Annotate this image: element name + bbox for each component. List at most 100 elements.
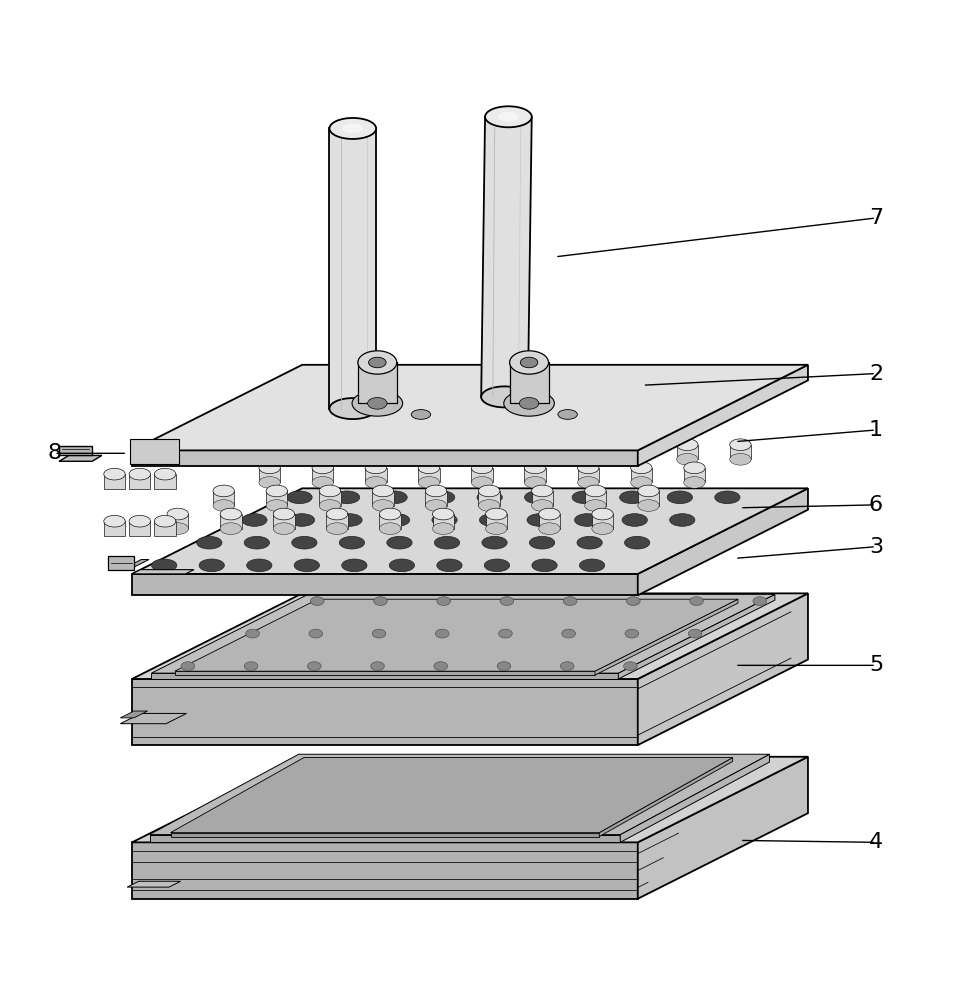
Polygon shape <box>509 362 548 403</box>
Polygon shape <box>130 474 150 489</box>
Polygon shape <box>259 468 281 482</box>
Ellipse shape <box>426 485 447 497</box>
Ellipse shape <box>358 453 380 465</box>
Ellipse shape <box>411 453 432 465</box>
Ellipse shape <box>365 477 387 488</box>
Ellipse shape <box>577 536 602 549</box>
Ellipse shape <box>519 397 539 409</box>
Ellipse shape <box>730 453 751 465</box>
Ellipse shape <box>524 462 545 474</box>
Polygon shape <box>128 881 180 887</box>
Text: 8: 8 <box>47 443 61 463</box>
Ellipse shape <box>623 453 645 465</box>
Ellipse shape <box>213 500 235 511</box>
Ellipse shape <box>242 514 267 526</box>
Polygon shape <box>623 445 645 459</box>
Ellipse shape <box>382 491 407 504</box>
Polygon shape <box>154 521 175 536</box>
Polygon shape <box>132 570 194 574</box>
Ellipse shape <box>520 357 538 368</box>
Ellipse shape <box>326 523 348 534</box>
Polygon shape <box>380 514 401 529</box>
Polygon shape <box>471 468 493 482</box>
Ellipse shape <box>266 500 287 511</box>
Polygon shape <box>132 757 808 842</box>
Ellipse shape <box>432 508 454 520</box>
Ellipse shape <box>465 453 486 465</box>
Polygon shape <box>638 491 659 506</box>
Polygon shape <box>677 445 698 459</box>
Ellipse shape <box>368 357 386 368</box>
Polygon shape <box>104 521 126 536</box>
Text: 2: 2 <box>869 364 883 384</box>
Ellipse shape <box>380 508 401 520</box>
Ellipse shape <box>220 523 242 534</box>
Text: 5: 5 <box>869 655 883 675</box>
Ellipse shape <box>366 397 388 410</box>
Ellipse shape <box>154 468 175 480</box>
Ellipse shape <box>357 351 396 374</box>
Ellipse shape <box>390 559 415 572</box>
Ellipse shape <box>329 398 376 419</box>
Polygon shape <box>517 445 539 459</box>
Polygon shape <box>730 445 751 459</box>
Polygon shape <box>584 491 606 506</box>
Polygon shape <box>154 474 175 489</box>
Ellipse shape <box>244 536 270 549</box>
Ellipse shape <box>667 491 693 504</box>
Ellipse shape <box>626 597 640 605</box>
Polygon shape <box>524 468 545 482</box>
Polygon shape <box>618 594 775 679</box>
Ellipse shape <box>623 662 637 670</box>
Polygon shape <box>132 842 638 899</box>
Ellipse shape <box>387 536 412 549</box>
Ellipse shape <box>342 124 363 133</box>
Ellipse shape <box>358 439 380 451</box>
Ellipse shape <box>274 508 294 520</box>
Polygon shape <box>372 491 393 506</box>
Polygon shape <box>104 474 126 489</box>
Ellipse shape <box>245 629 259 638</box>
Ellipse shape <box>380 523 401 534</box>
Polygon shape <box>411 445 432 459</box>
Ellipse shape <box>689 629 702 638</box>
Ellipse shape <box>365 462 387 474</box>
Text: 7: 7 <box>869 208 883 228</box>
Text: 3: 3 <box>869 537 883 557</box>
Ellipse shape <box>532 485 553 497</box>
Ellipse shape <box>465 439 486 451</box>
Ellipse shape <box>578 477 599 488</box>
Ellipse shape <box>584 485 606 497</box>
Ellipse shape <box>244 662 258 670</box>
Ellipse shape <box>213 485 235 497</box>
Polygon shape <box>478 491 500 506</box>
Ellipse shape <box>418 477 439 488</box>
Polygon shape <box>130 521 150 536</box>
Ellipse shape <box>584 500 606 511</box>
Polygon shape <box>365 468 387 482</box>
Polygon shape <box>358 445 380 459</box>
Ellipse shape <box>104 468 126 480</box>
Ellipse shape <box>367 397 387 409</box>
Ellipse shape <box>266 485 287 497</box>
Ellipse shape <box>436 559 462 572</box>
Polygon shape <box>170 833 599 837</box>
Ellipse shape <box>339 536 364 549</box>
Ellipse shape <box>385 514 410 526</box>
Polygon shape <box>620 754 769 842</box>
Ellipse shape <box>530 536 555 549</box>
Ellipse shape <box>356 392 397 415</box>
Ellipse shape <box>677 439 698 451</box>
Ellipse shape <box>478 500 500 511</box>
Ellipse shape <box>372 629 386 638</box>
Polygon shape <box>132 488 808 574</box>
Ellipse shape <box>372 485 393 497</box>
Ellipse shape <box>623 439 645 451</box>
Ellipse shape <box>558 410 578 419</box>
Ellipse shape <box>246 559 272 572</box>
Polygon shape <box>312 468 333 482</box>
Ellipse shape <box>592 523 614 534</box>
Ellipse shape <box>312 462 333 474</box>
Ellipse shape <box>670 514 694 526</box>
Polygon shape <box>329 128 376 409</box>
